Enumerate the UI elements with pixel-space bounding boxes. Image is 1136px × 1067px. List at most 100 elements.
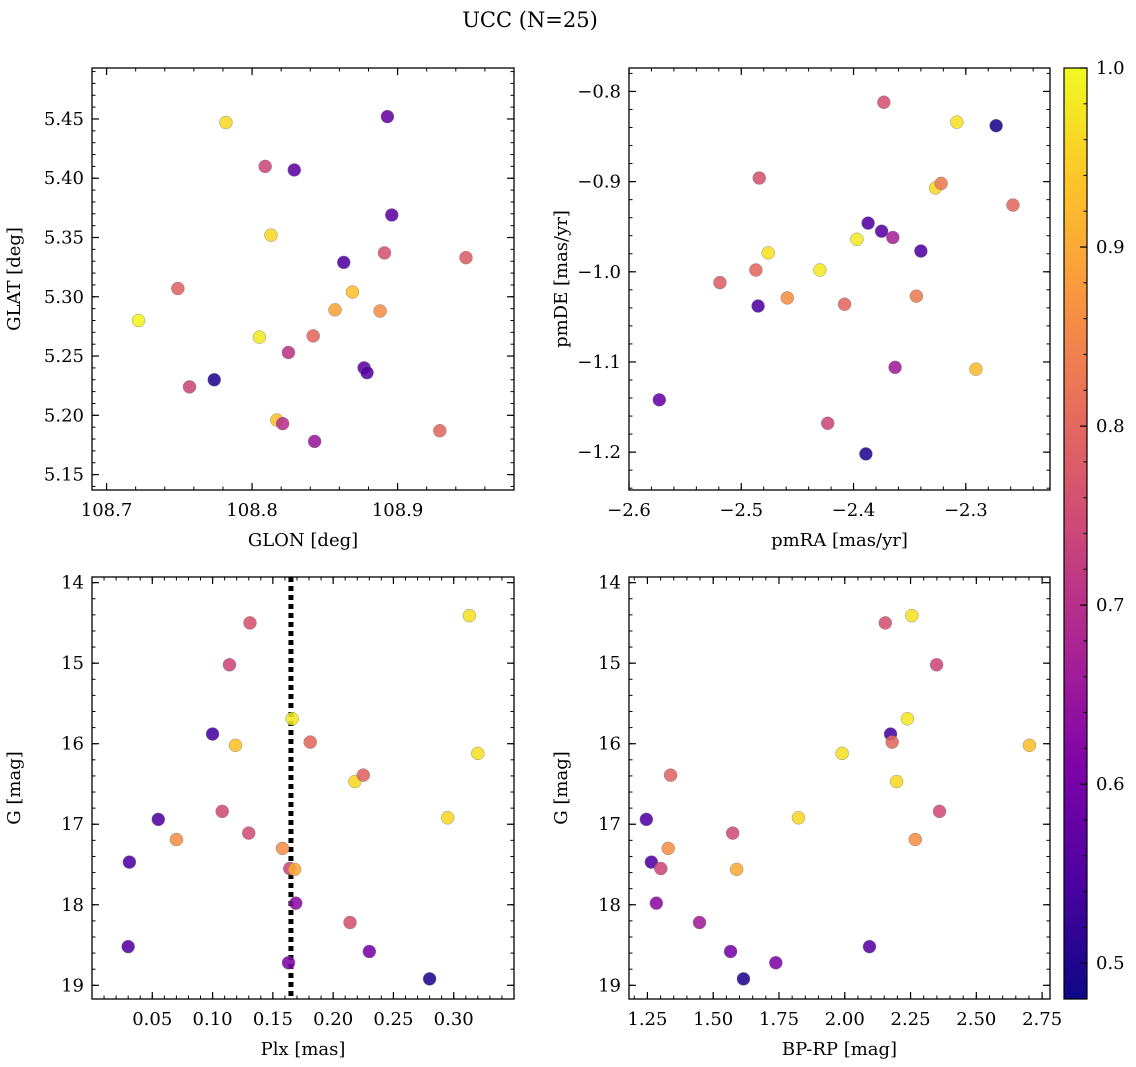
x-axis-label: BP-RP [mag]	[782, 1039, 897, 1060]
y-axis-label: pmDE [mas/yr]	[551, 210, 572, 348]
x-tick-label: 0.10	[193, 1009, 233, 1030]
axes-frame	[91, 67, 515, 491]
axes-frame	[628, 67, 1051, 491]
data-point	[932, 804, 947, 819]
x-tick-label: 0.05	[132, 1009, 172, 1030]
y-tick-label: 5.35	[44, 228, 84, 249]
y-tick-label: 17	[598, 814, 621, 835]
data-point	[281, 345, 296, 360]
data-point	[306, 329, 320, 343]
data-point	[969, 362, 983, 376]
data-point	[989, 118, 1003, 133]
data-point	[222, 658, 237, 672]
data-point	[380, 109, 395, 124]
x-tick-label: 0.15	[253, 1009, 293, 1030]
x-axis-label: Plx [mas]	[261, 1039, 346, 1060]
y-tick-label: 5.30	[44, 287, 84, 308]
data-point	[752, 171, 766, 185]
y-tick-label: 16	[598, 734, 621, 755]
data-point	[725, 826, 740, 840]
data-point	[908, 832, 923, 847]
data-point	[362, 944, 377, 959]
y-tick-label: 5.45	[44, 109, 84, 130]
data-point	[151, 812, 166, 827]
x-tick-label: 2.25	[891, 1009, 931, 1030]
data-point	[861, 216, 875, 230]
data-point	[950, 115, 964, 129]
y-tick-label: 14	[598, 573, 621, 594]
y-tick-label: 5.15	[44, 465, 84, 486]
data-point	[885, 735, 899, 749]
data-point	[171, 281, 185, 296]
x-tick-label: 0.30	[434, 1009, 474, 1030]
data-point	[289, 896, 303, 910]
x-axis-label: GLON [deg]	[248, 530, 358, 551]
data-point	[1006, 198, 1020, 212]
data-point	[345, 285, 360, 299]
data-point	[433, 423, 447, 438]
scatter-panel-3: 0.05 0.10 0.15 0.20 0.25 0.30 14 15 16 17 18 19 Plx …	[4, 573, 515, 1060]
data-point	[663, 768, 678, 782]
data-point	[769, 956, 783, 970]
data-point	[652, 393, 667, 407]
y-tick-label: 19	[61, 975, 84, 996]
data-point	[649, 896, 664, 910]
data-point	[207, 373, 221, 387]
x-tick-label: 108.9	[372, 500, 424, 521]
x-tick-label: 2.75	[1022, 1009, 1062, 1030]
data-point	[373, 304, 387, 318]
data-point	[285, 711, 299, 726]
y-tick-label: −1.0	[577, 262, 621, 283]
y-tick-label: 5.25	[44, 346, 84, 367]
data-point	[219, 115, 233, 130]
x-tick-label: −2.5	[719, 500, 763, 521]
data-point	[723, 944, 738, 959]
data-point	[934, 176, 948, 191]
data-point	[639, 812, 654, 827]
data-point	[654, 861, 668, 876]
colorbar-tick-label: 0.5	[1096, 953, 1125, 974]
x-tick-label: 1.25	[627, 1009, 667, 1030]
x-tick-label: 0.25	[373, 1009, 413, 1030]
data-point	[850, 232, 864, 247]
data-point	[900, 711, 915, 726]
data-point	[905, 608, 919, 623]
data-point	[343, 915, 357, 930]
data-point	[862, 939, 877, 954]
scatter-panel-2: −2.6 −2.5 −2.4 −2.3 −1.2 −1.1 −1.0 −0.9 −0.8 pmRA…	[551, 67, 1051, 551]
data-point	[307, 434, 322, 449]
data-point	[878, 616, 893, 630]
data-point	[275, 416, 290, 431]
data-point	[661, 841, 675, 856]
data-point	[859, 447, 873, 461]
data-point	[303, 735, 317, 749]
y-tick-label: 5.20	[44, 405, 84, 426]
plot-area	[92, 68, 514, 490]
data-point	[243, 616, 257, 630]
scatter-panel-1: 108.7 108.8 108.9 5.15 5.20 5.25 5.30 5.35 5.40 5…	[4, 67, 515, 551]
scatter-panel-4: 1.25 1.50 1.75 2.00 2.25 2.50 2.75 14 15 16 17 18 19…	[551, 573, 1062, 1060]
x-tick-label: 2.50	[956, 1009, 996, 1030]
data-point	[336, 255, 351, 270]
data-point	[888, 360, 902, 375]
data-point	[874, 224, 889, 238]
x-tick-label: 108.8	[226, 500, 278, 521]
plot-area	[92, 577, 514, 999]
data-point	[440, 811, 455, 825]
data-point	[205, 727, 220, 741]
data-point	[886, 230, 900, 245]
axes-frame	[91, 576, 515, 1000]
scatter-panels: 108.7 108.8 108.9 5.15 5.20 5.25 5.30 5.35 5.40 5…	[4, 67, 1062, 1060]
plot-area	[629, 577, 1050, 999]
data-point	[287, 163, 302, 177]
data-point	[791, 811, 806, 825]
data-point	[356, 768, 371, 782]
data-point	[258, 159, 272, 174]
data-point	[729, 862, 744, 877]
y-axis-label: G [mag]	[551, 751, 572, 824]
data-point	[644, 855, 659, 869]
data-point	[889, 774, 904, 789]
data-point	[377, 246, 392, 260]
colorbar-tick-label: 0.8	[1096, 416, 1125, 437]
